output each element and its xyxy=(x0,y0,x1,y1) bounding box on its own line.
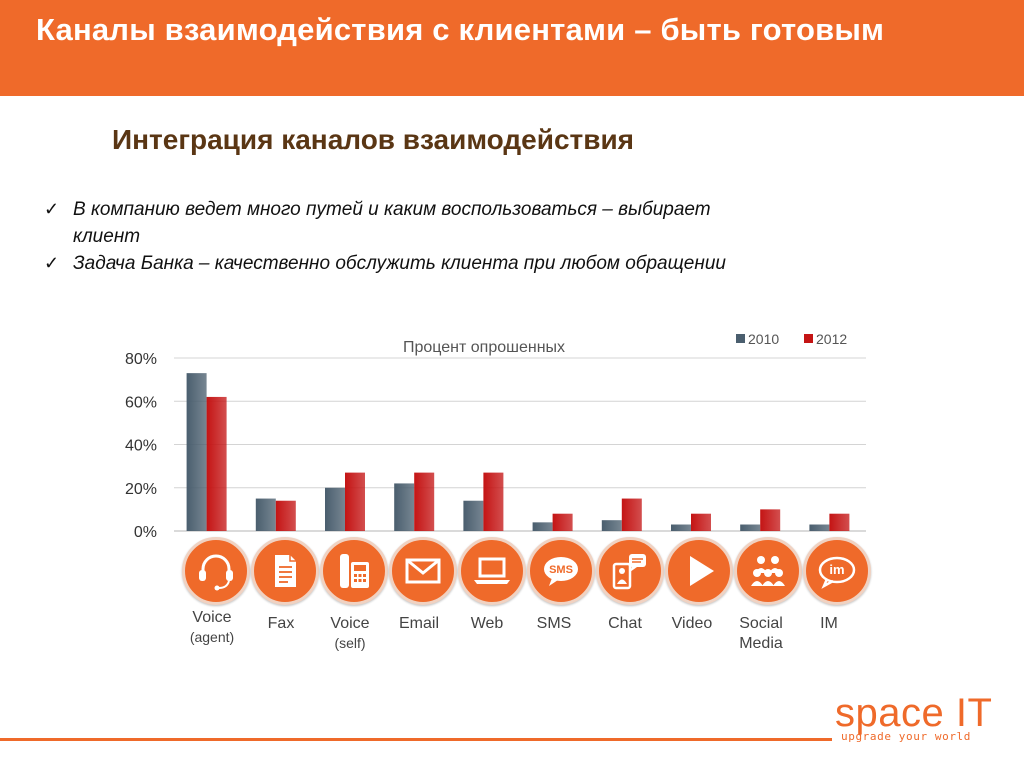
bar-2012 xyxy=(621,498,642,531)
bar-2010 xyxy=(601,520,622,531)
channel-label: IM xyxy=(820,615,838,632)
laptop-icon xyxy=(474,557,510,584)
legend-swatch xyxy=(736,334,745,343)
bar-2012 xyxy=(275,500,296,531)
channel-video xyxy=(665,537,733,605)
email-icon xyxy=(405,558,441,584)
channel-label: Chat xyxy=(608,615,642,632)
channel-label: Voice (self) xyxy=(330,615,370,651)
legend-swatch xyxy=(804,334,813,343)
channel-label: Social Media xyxy=(739,615,783,652)
bar-2012 xyxy=(552,513,573,531)
logo-wordmark: space IT xyxy=(835,691,993,735)
bullet-list: ✓ В компанию ведет много путей и каким в… xyxy=(44,196,904,277)
channel-label: SMS xyxy=(536,615,572,632)
slide-subtitle: Интеграция каналов взаимодействия xyxy=(112,124,635,155)
headset-icon xyxy=(199,554,233,591)
channel-label: Fax xyxy=(267,615,295,632)
channel-email xyxy=(389,537,457,605)
bar-2010 xyxy=(463,500,484,531)
y-tick-label: 0% xyxy=(134,524,157,541)
channel-label: Web xyxy=(470,615,504,632)
bar-2012 xyxy=(691,513,711,531)
chat-icon xyxy=(612,554,646,590)
play-icon xyxy=(690,556,714,586)
bullet-text: Задача Банка – качественно обслужить кли… xyxy=(73,253,726,274)
checkmark-icon: ✓ xyxy=(44,199,60,219)
chart-title: Процент опрошенных xyxy=(403,339,565,356)
bar-2010 xyxy=(532,522,553,531)
svg-text:im: im xyxy=(829,562,844,577)
sms-icon: SMS xyxy=(544,557,578,586)
checkmark-icon: ✓ xyxy=(44,253,60,273)
y-tick-label: 80% xyxy=(125,351,157,368)
svg-text:SMS: SMS xyxy=(549,564,573,576)
channel-label: Video xyxy=(671,615,713,632)
bullet-text: В компанию ведет много путей и каким вос… xyxy=(73,199,711,247)
channel-web xyxy=(458,537,526,605)
channel-chat xyxy=(596,537,664,605)
bar-2010 xyxy=(740,524,761,531)
channel-label: Voice (agent) xyxy=(189,609,235,645)
bar-2012 xyxy=(829,513,850,531)
title-bar: Каналы взаимодействия с клиентами – быть… xyxy=(0,0,1024,96)
bar-2010 xyxy=(394,483,415,531)
bar-2012 xyxy=(760,509,781,531)
bar-2012 xyxy=(483,472,504,531)
bar-2010 xyxy=(255,498,276,531)
channel-voice-agent xyxy=(182,537,250,605)
im-icon: im xyxy=(818,556,856,589)
channel-voice-self xyxy=(320,537,388,605)
phone-icon xyxy=(340,554,369,588)
y-tick-label: 60% xyxy=(125,394,157,411)
fax-icon xyxy=(275,555,296,587)
channel-sms: SMS xyxy=(527,537,595,605)
bar-2010 xyxy=(186,373,207,531)
channel-social-media xyxy=(734,537,802,605)
channel-icons: SMS im xyxy=(178,537,871,607)
bar-2012 xyxy=(345,472,365,531)
company-logo: space IT upgrade your world xyxy=(835,690,1005,746)
bar-2012 xyxy=(206,396,227,531)
bar-2012 xyxy=(414,472,435,531)
bullet-item: ✓ В компанию ведет много путей и каким в… xyxy=(44,196,904,250)
slide-title: Каналы взаимодействия с клиентами – быть… xyxy=(36,12,885,47)
bar-2010 xyxy=(809,524,830,531)
bar-2010 xyxy=(671,524,691,531)
bar-2010 xyxy=(325,487,345,531)
channel-im: im xyxy=(803,537,871,605)
legend-label: 2010 xyxy=(748,331,779,347)
y-tick-label: 20% xyxy=(125,481,157,498)
channel-label: Email xyxy=(398,615,439,632)
logo-tagline: upgrade your world xyxy=(841,730,972,743)
channel-fax xyxy=(251,537,319,605)
y-tick-label: 40% xyxy=(125,438,157,455)
footer-line xyxy=(0,738,832,741)
people-icon xyxy=(751,556,785,586)
bullet-item: ✓ Задача Банка – качественно обслужить к… xyxy=(44,250,904,277)
legend-label: 2012 xyxy=(816,331,847,347)
